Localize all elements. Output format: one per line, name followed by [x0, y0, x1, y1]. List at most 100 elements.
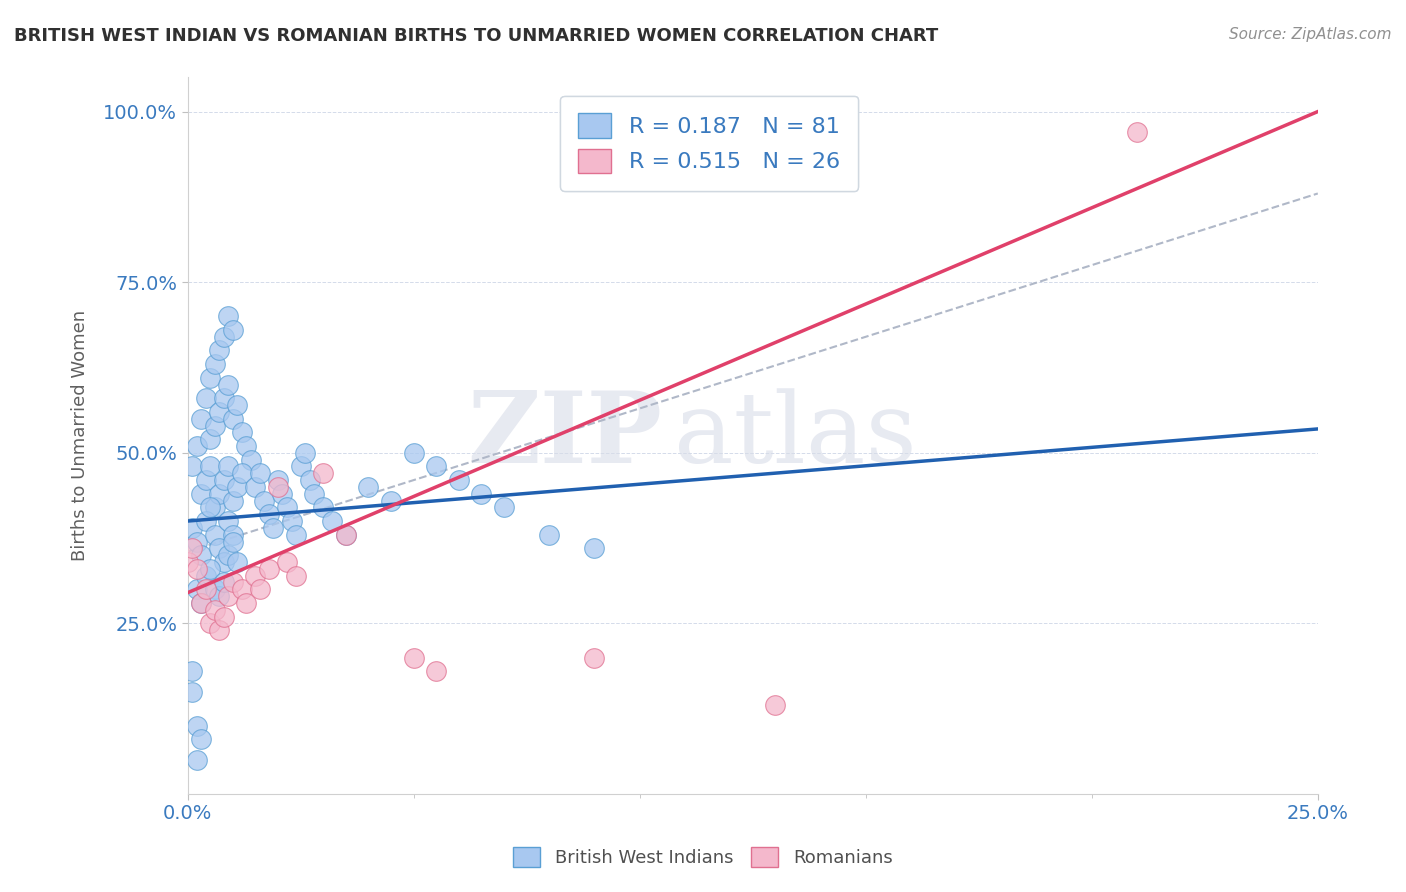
- Point: [176, 555, 198, 569]
- Point: [194, 514, 217, 528]
- Legend: British West Indians, Romanians: British West Indians, Romanians: [506, 839, 900, 874]
- Point: [447, 473, 470, 487]
- Text: BRITISH WEST INDIAN VS ROMANIAN BIRTHS TO UNMARRIED WOMEN CORRELATION CHART: BRITISH WEST INDIAN VS ROMANIAN BIRTHS T…: [14, 27, 938, 45]
- Point: [302, 487, 325, 501]
- Point: [217, 589, 239, 603]
- Point: [538, 527, 561, 541]
- Point: [280, 514, 302, 528]
- Point: [198, 370, 221, 384]
- Point: [235, 439, 257, 453]
- Point: [245, 480, 267, 494]
- Point: [181, 684, 204, 698]
- Point: [222, 575, 245, 590]
- Point: [226, 480, 249, 494]
- Point: [204, 357, 226, 371]
- Point: [198, 500, 221, 515]
- Point: [245, 568, 267, 582]
- Point: [470, 487, 492, 501]
- Point: [425, 664, 447, 678]
- Point: [222, 323, 245, 337]
- Point: [190, 411, 212, 425]
- Point: [204, 418, 226, 433]
- Point: [194, 568, 217, 582]
- Point: [204, 500, 226, 515]
- Point: [186, 719, 208, 733]
- Point: [763, 698, 786, 713]
- Point: [222, 411, 245, 425]
- Point: [217, 548, 239, 562]
- Point: [290, 459, 312, 474]
- Text: ZIP: ZIP: [467, 387, 662, 484]
- Point: [222, 534, 245, 549]
- Point: [298, 473, 321, 487]
- Point: [190, 548, 212, 562]
- Point: [402, 650, 425, 665]
- Point: [257, 562, 280, 576]
- Point: [212, 555, 235, 569]
- Point: [217, 310, 239, 324]
- Point: [217, 514, 239, 528]
- Point: [271, 487, 294, 501]
- Point: [181, 541, 204, 556]
- Point: [198, 562, 221, 576]
- Text: Source: ZipAtlas.com: Source: ZipAtlas.com: [1229, 27, 1392, 42]
- Point: [231, 582, 253, 597]
- Point: [402, 446, 425, 460]
- Y-axis label: Births to Unmarried Women: Births to Unmarried Women: [72, 310, 89, 561]
- Point: [235, 596, 257, 610]
- Point: [222, 527, 245, 541]
- Point: [217, 377, 239, 392]
- Point: [249, 467, 271, 481]
- Point: [380, 493, 402, 508]
- Point: [204, 603, 226, 617]
- Point: [190, 487, 212, 501]
- Point: [583, 541, 606, 556]
- Point: [190, 596, 212, 610]
- Point: [267, 480, 290, 494]
- Point: [204, 527, 226, 541]
- Point: [181, 459, 204, 474]
- Point: [357, 480, 380, 494]
- Point: [285, 527, 308, 541]
- Point: [231, 467, 253, 481]
- Point: [212, 391, 235, 405]
- Point: [312, 500, 335, 515]
- Point: [208, 405, 231, 419]
- Point: [249, 582, 271, 597]
- Point: [262, 521, 284, 535]
- Point: [208, 589, 231, 603]
- Point: [186, 562, 208, 576]
- Point: [217, 459, 239, 474]
- Point: [186, 439, 208, 453]
- Point: [239, 452, 262, 467]
- Point: [312, 467, 335, 481]
- Point: [267, 473, 290, 487]
- Point: [194, 473, 217, 487]
- Point: [181, 664, 204, 678]
- Legend: R = 0.187   N = 81, R = 0.515   N = 26: R = 0.187 N = 81, R = 0.515 N = 26: [561, 95, 858, 191]
- Point: [194, 582, 217, 597]
- Point: [198, 616, 221, 631]
- Point: [186, 753, 208, 767]
- Point: [212, 575, 235, 590]
- Point: [492, 500, 515, 515]
- Point: [208, 624, 231, 638]
- Point: [226, 555, 249, 569]
- Point: [231, 425, 253, 440]
- Point: [204, 582, 226, 597]
- Point: [253, 493, 276, 508]
- Point: [198, 459, 221, 474]
- Point: [583, 650, 606, 665]
- Point: [208, 487, 231, 501]
- Point: [425, 459, 447, 474]
- Point: [276, 500, 298, 515]
- Point: [208, 343, 231, 358]
- Point: [181, 521, 204, 535]
- Point: [208, 541, 231, 556]
- Point: [186, 534, 208, 549]
- Point: [190, 732, 212, 747]
- Point: [190, 596, 212, 610]
- Point: [276, 555, 298, 569]
- Point: [212, 473, 235, 487]
- Point: [212, 609, 235, 624]
